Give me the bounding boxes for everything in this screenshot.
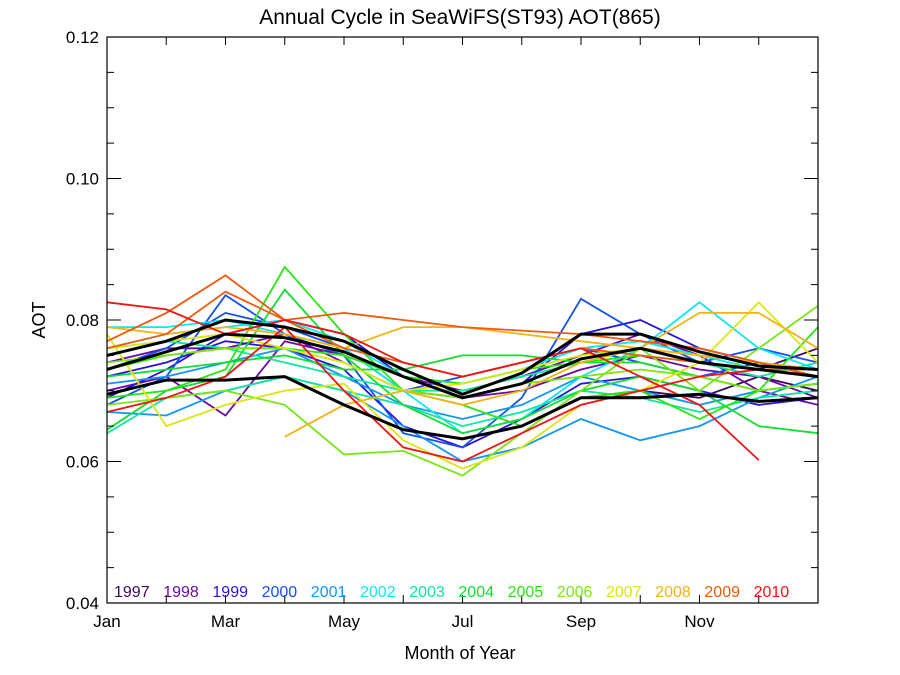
mean-line-2 — [107, 375, 818, 441]
legend-item-2002: 2002 — [360, 584, 396, 601]
legend-item-2010: 2010 — [754, 584, 790, 601]
legend: 1997 1998 1999 2000 2001 2002 2003 2004 2005 2006… — [114, 584, 789, 601]
legend-item-2009: 2009 — [704, 584, 740, 601]
series-2010-line-1 — [107, 325, 818, 463]
y-tick-label: 0.12 — [66, 28, 99, 47]
y-tick-label: 0.06 — [66, 453, 99, 472]
legend-item-2005: 2005 — [508, 584, 544, 601]
series-2006-line-0 — [107, 305, 818, 477]
legend-item-1998: 1998 — [163, 584, 199, 601]
mean-line-0 — [107, 332, 818, 400]
mean-line-1 — [107, 318, 818, 396]
y-tick-labels: 0.04 0.06 0.08 0.10 0.12 — [66, 28, 99, 613]
legend-item-2007: 2007 — [606, 584, 642, 601]
x-tick-label: Nov — [684, 612, 715, 631]
x-axis-label: Month of Year — [404, 643, 515, 663]
series-2008-line-0 — [284, 311, 818, 438]
series-lines — [107, 265, 818, 477]
axis-ticks — [106, 36, 818, 604]
series-2009-line-0 — [107, 274, 818, 378]
x-tick-label: Sep — [566, 612, 596, 631]
legend-item-2008: 2008 — [655, 584, 691, 601]
legend-item-2006: 2006 — [557, 584, 593, 601]
x-tick-label: Jan — [93, 612, 120, 631]
y-tick-label: 0.08 — [66, 311, 99, 330]
legend-item-2001: 2001 — [311, 584, 347, 601]
legend-item-1997: 1997 — [114, 584, 150, 601]
x-tick-labels: Jan Mar May Jul Sep Nov — [93, 612, 715, 631]
chart-title: Annual Cycle in SeaWiFS(ST93) AOT(865) — [259, 6, 660, 29]
y-tick-label: 0.10 — [66, 170, 99, 189]
series-2010-line-0 — [107, 301, 760, 461]
legend-item-2000: 2000 — [262, 584, 298, 601]
mean-lines — [107, 318, 818, 441]
x-tick-label: May — [328, 612, 361, 631]
legend-item-2004: 2004 — [458, 584, 494, 601]
y-tick-label: 0.04 — [66, 594, 99, 613]
legend-item-1999: 1999 — [212, 584, 248, 601]
x-tick-label: Jul — [452, 612, 474, 631]
x-tick-label: Mar — [211, 612, 241, 631]
y-axis-label: AOT — [29, 301, 49, 338]
legend-item-2003: 2003 — [409, 584, 445, 601]
